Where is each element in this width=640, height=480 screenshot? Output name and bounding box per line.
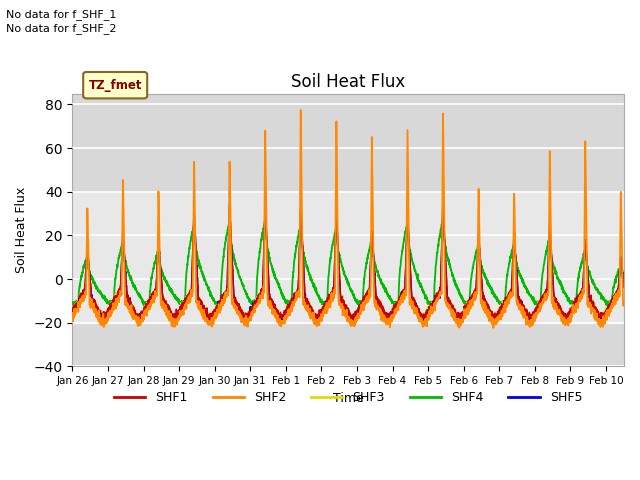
SHF4	[68, 300, 76, 306]
SHF1	[131, 311, 139, 316]
SHF3	[131, 308, 139, 314]
SHF4	[550, 264, 557, 270]
SHF2	[131, 314, 139, 320]
SHF2	[609, 303, 617, 309]
SHF3	[439, 206, 447, 212]
SHF5	[620, 281, 628, 287]
SHF2	[550, 303, 557, 309]
SHF3	[280, 312, 288, 318]
SHF2	[280, 320, 287, 326]
SHF5	[439, 203, 447, 208]
Bar	[72, 192, 624, 323]
SHF5	[164, 306, 172, 312]
SHF2	[297, 107, 305, 113]
SHF1	[550, 292, 557, 298]
SHF1	[304, 299, 312, 305]
Line: SHF3: SHF3	[72, 209, 624, 321]
X-axis label: Time: Time	[333, 392, 364, 405]
SHF3	[276, 318, 284, 324]
SHF5	[280, 314, 287, 320]
SHF1	[609, 296, 617, 301]
SHF2	[490, 325, 497, 331]
SHF4	[609, 285, 617, 291]
SHF2	[620, 300, 628, 305]
SHF3	[609, 296, 617, 302]
Line: SHF2: SHF2	[72, 110, 624, 328]
SHF2	[304, 302, 312, 308]
Title: Soil Heat Flux: Soil Heat Flux	[291, 72, 405, 91]
SHF5	[68, 310, 76, 315]
SHF3	[164, 304, 172, 310]
SHF1	[383, 318, 390, 324]
SHF4	[620, 279, 628, 285]
Y-axis label: Soil Heat Flux: Soil Heat Flux	[15, 187, 28, 273]
SHF1	[68, 306, 76, 312]
SHF3	[68, 305, 76, 311]
SHF4	[131, 286, 139, 292]
SHF2	[164, 311, 172, 316]
SHF4	[304, 265, 312, 271]
Legend: SHF1, SHF2, SHF3, SHF4, SHF5: SHF1, SHF2, SHF3, SHF4, SHF5	[109, 386, 587, 409]
SHF1	[620, 284, 628, 290]
SHF4	[164, 283, 172, 288]
SHF3	[620, 283, 628, 289]
SHF4	[280, 294, 288, 300]
Line: SHF4: SHF4	[72, 218, 624, 306]
SHF2	[68, 315, 76, 321]
SHF1	[439, 200, 447, 206]
SHF3	[550, 295, 557, 301]
SHF1	[280, 312, 287, 318]
SHF4	[261, 216, 269, 221]
Text: No data for f_SHF_1: No data for f_SHF_1	[6, 9, 116, 20]
SHF4	[465, 303, 472, 309]
SHF5	[304, 299, 312, 304]
SHF5	[609, 300, 617, 305]
SHF5	[131, 311, 139, 317]
SHF3	[304, 300, 312, 306]
Text: TZ_fmet: TZ_fmet	[88, 79, 142, 92]
SHF5	[550, 296, 557, 302]
Line: SHF5: SHF5	[72, 205, 624, 324]
Line: SHF1: SHF1	[72, 203, 624, 321]
SHF5	[349, 321, 356, 326]
Text: No data for f_SHF_2: No data for f_SHF_2	[6, 23, 117, 34]
SHF1	[164, 302, 172, 308]
